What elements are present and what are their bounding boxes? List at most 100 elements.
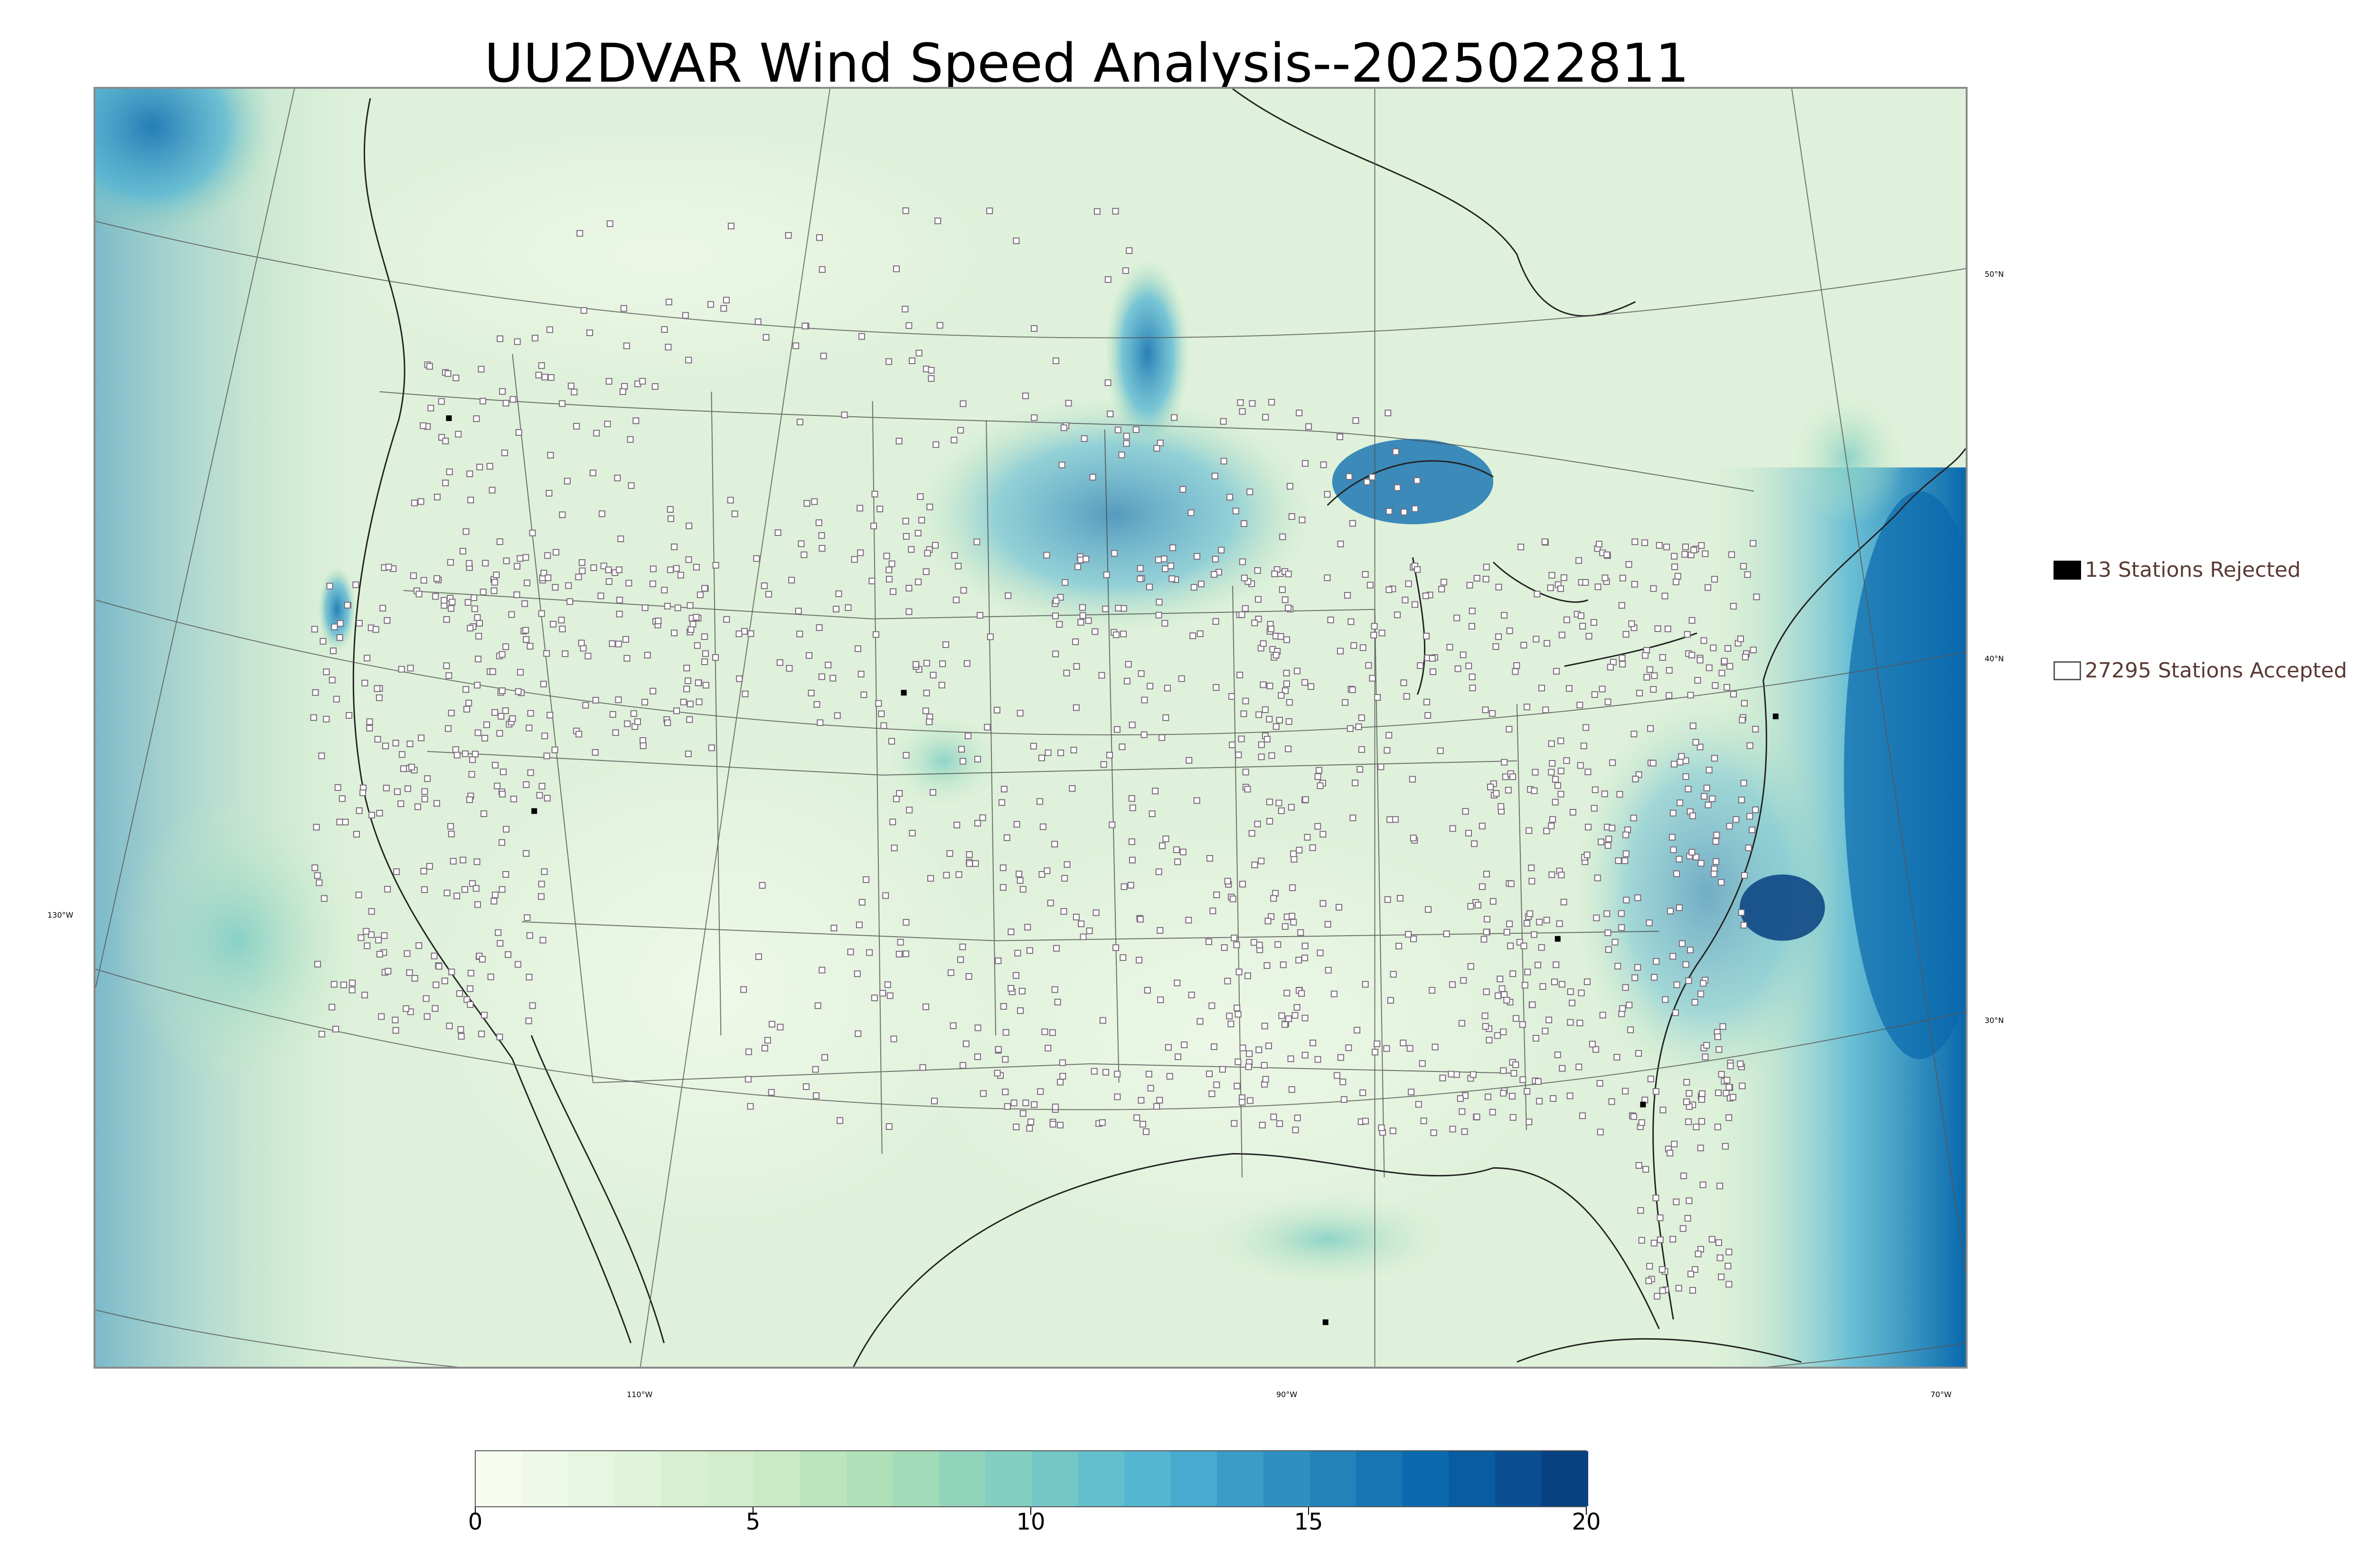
station-accepted-marker: [1686, 1197, 1693, 1204]
station-accepted-marker: [667, 566, 674, 573]
station-accepted-marker: [1430, 668, 1437, 675]
station-accepted-marker: [1129, 856, 1136, 864]
station-accepted-marker: [1578, 989, 1585, 996]
station-accepted-marker: [342, 818, 349, 826]
station-accepted-marker: [494, 782, 501, 789]
station-accepted-marker: [1129, 722, 1136, 729]
lon-label-110w: 110°W: [627, 1390, 653, 1399]
station-accepted-marker: [616, 610, 623, 618]
station-accepted-marker: [1569, 808, 1576, 816]
station-accepted-marker: [334, 784, 341, 791]
station-accepted-marker: [1609, 825, 1616, 832]
station-accepted-marker: [796, 419, 803, 426]
station-accepted-marker: [558, 617, 565, 624]
station-accepted-marker: [974, 756, 981, 763]
station-accepted-marker: [359, 789, 367, 797]
station-accepted-marker: [1053, 597, 1060, 604]
station-accepted-marker: [818, 673, 825, 680]
station-accepted-marker: [1489, 710, 1496, 717]
station-accepted-marker: [1493, 790, 1500, 797]
station-accepted-marker: [1585, 824, 1592, 831]
map-canvas: [95, 89, 1966, 1367]
station-accepted-marker: [449, 599, 456, 606]
station-accepted-marker: [649, 580, 656, 587]
station-accepted-marker: [1145, 1070, 1152, 1078]
station-accepted-marker: [619, 388, 626, 395]
station-rejected-marker: [901, 690, 907, 696]
station-accepted-marker: [584, 652, 592, 659]
station-accepted-marker: [819, 266, 826, 273]
station-accepted-marker: [1319, 900, 1327, 907]
station-accepted-marker: [1682, 773, 1689, 780]
station-accepted-marker: [1718, 1071, 1725, 1078]
station-accepted-marker: [1285, 604, 1292, 611]
station-accepted-marker: [689, 620, 697, 628]
station-accepted-marker: [1013, 237, 1020, 244]
station-accepted-marker: [1641, 539, 1649, 546]
station-accepted-marker: [761, 1045, 768, 1052]
station-accepted-marker: [1627, 1026, 1634, 1033]
station-accepted-marker: [1409, 776, 1416, 783]
station-accepted-marker: [1264, 918, 1272, 925]
station-accepted-marker: [1549, 816, 1556, 823]
station-accepted-marker: [1482, 575, 1489, 582]
station-accepted-marker: [1276, 717, 1283, 724]
station-accepted-marker: [1324, 920, 1331, 928]
station-accepted-marker: [1052, 1103, 1059, 1110]
station-accepted-marker: [1551, 978, 1558, 986]
station-accepted-marker: [1224, 977, 1231, 985]
station-accepted-marker: [1716, 1183, 1724, 1190]
station-accepted-marker: [1710, 870, 1717, 877]
station-accepted-marker: [932, 542, 939, 549]
station-accepted-marker: [538, 783, 546, 790]
station-accepted-marker: [565, 582, 572, 589]
station-accepted-marker: [957, 427, 964, 434]
station-accepted-marker: [433, 575, 441, 582]
station-accepted-marker: [1709, 795, 1716, 802]
station-accepted-marker: [527, 769, 534, 776]
station-accepted-marker: [523, 636, 530, 643]
station-accepted-marker: [1524, 968, 1531, 976]
station-accepted-marker: [1630, 815, 1637, 822]
station-accepted-marker: [1501, 759, 1508, 766]
station-accepted-marker: [962, 1040, 970, 1047]
station-accepted-marker: [1446, 644, 1453, 651]
station-accepted-marker: [320, 638, 327, 645]
station-accepted-marker: [1483, 916, 1490, 923]
station-accepted-marker: [723, 616, 730, 623]
station-accepted-marker: [735, 630, 743, 638]
station-accepted-marker: [1240, 710, 1247, 717]
station-accepted-marker: [685, 357, 692, 364]
station-accepted-marker: [788, 577, 795, 584]
station-accepted-marker: [1618, 602, 1625, 609]
station-accepted-marker: [1179, 486, 1187, 493]
station-accepted-marker: [1140, 731, 1148, 738]
colorbar-segment: [1078, 1451, 1125, 1506]
station-accepted-marker: [499, 768, 507, 775]
station-accepted-marker: [829, 675, 837, 682]
colorbar-segment: [568, 1451, 615, 1506]
station-accepted-marker: [526, 932, 533, 939]
station-accepted-marker: [420, 577, 427, 584]
station-accepted-marker: [1309, 844, 1316, 851]
station-accepted-marker: [1261, 1023, 1268, 1030]
station-accepted-marker: [463, 996, 471, 1003]
station-accepted-marker: [510, 796, 517, 803]
station-accepted-marker: [955, 563, 962, 570]
station-accepted-marker: [1377, 763, 1385, 770]
station-accepted-marker: [1213, 684, 1220, 691]
station-accepted-marker: [1164, 685, 1171, 692]
station-accepted-marker: [1365, 662, 1372, 669]
station-accepted-marker: [346, 712, 353, 719]
station-accepted-marker: [1366, 582, 1374, 589]
station-accepted-marker: [1062, 579, 1069, 586]
station-accepted-marker: [966, 851, 973, 858]
station-accepted-marker: [1623, 896, 1630, 903]
station-accepted-marker: [1196, 1018, 1204, 1025]
station-accepted-marker: [1405, 580, 1412, 587]
station-accepted-marker: [1604, 842, 1611, 849]
station-accepted-marker: [1213, 891, 1220, 898]
station-accepted-marker: [1482, 1023, 1489, 1030]
station-accepted-marker: [433, 494, 441, 501]
station-accepted-marker: [421, 796, 428, 803]
